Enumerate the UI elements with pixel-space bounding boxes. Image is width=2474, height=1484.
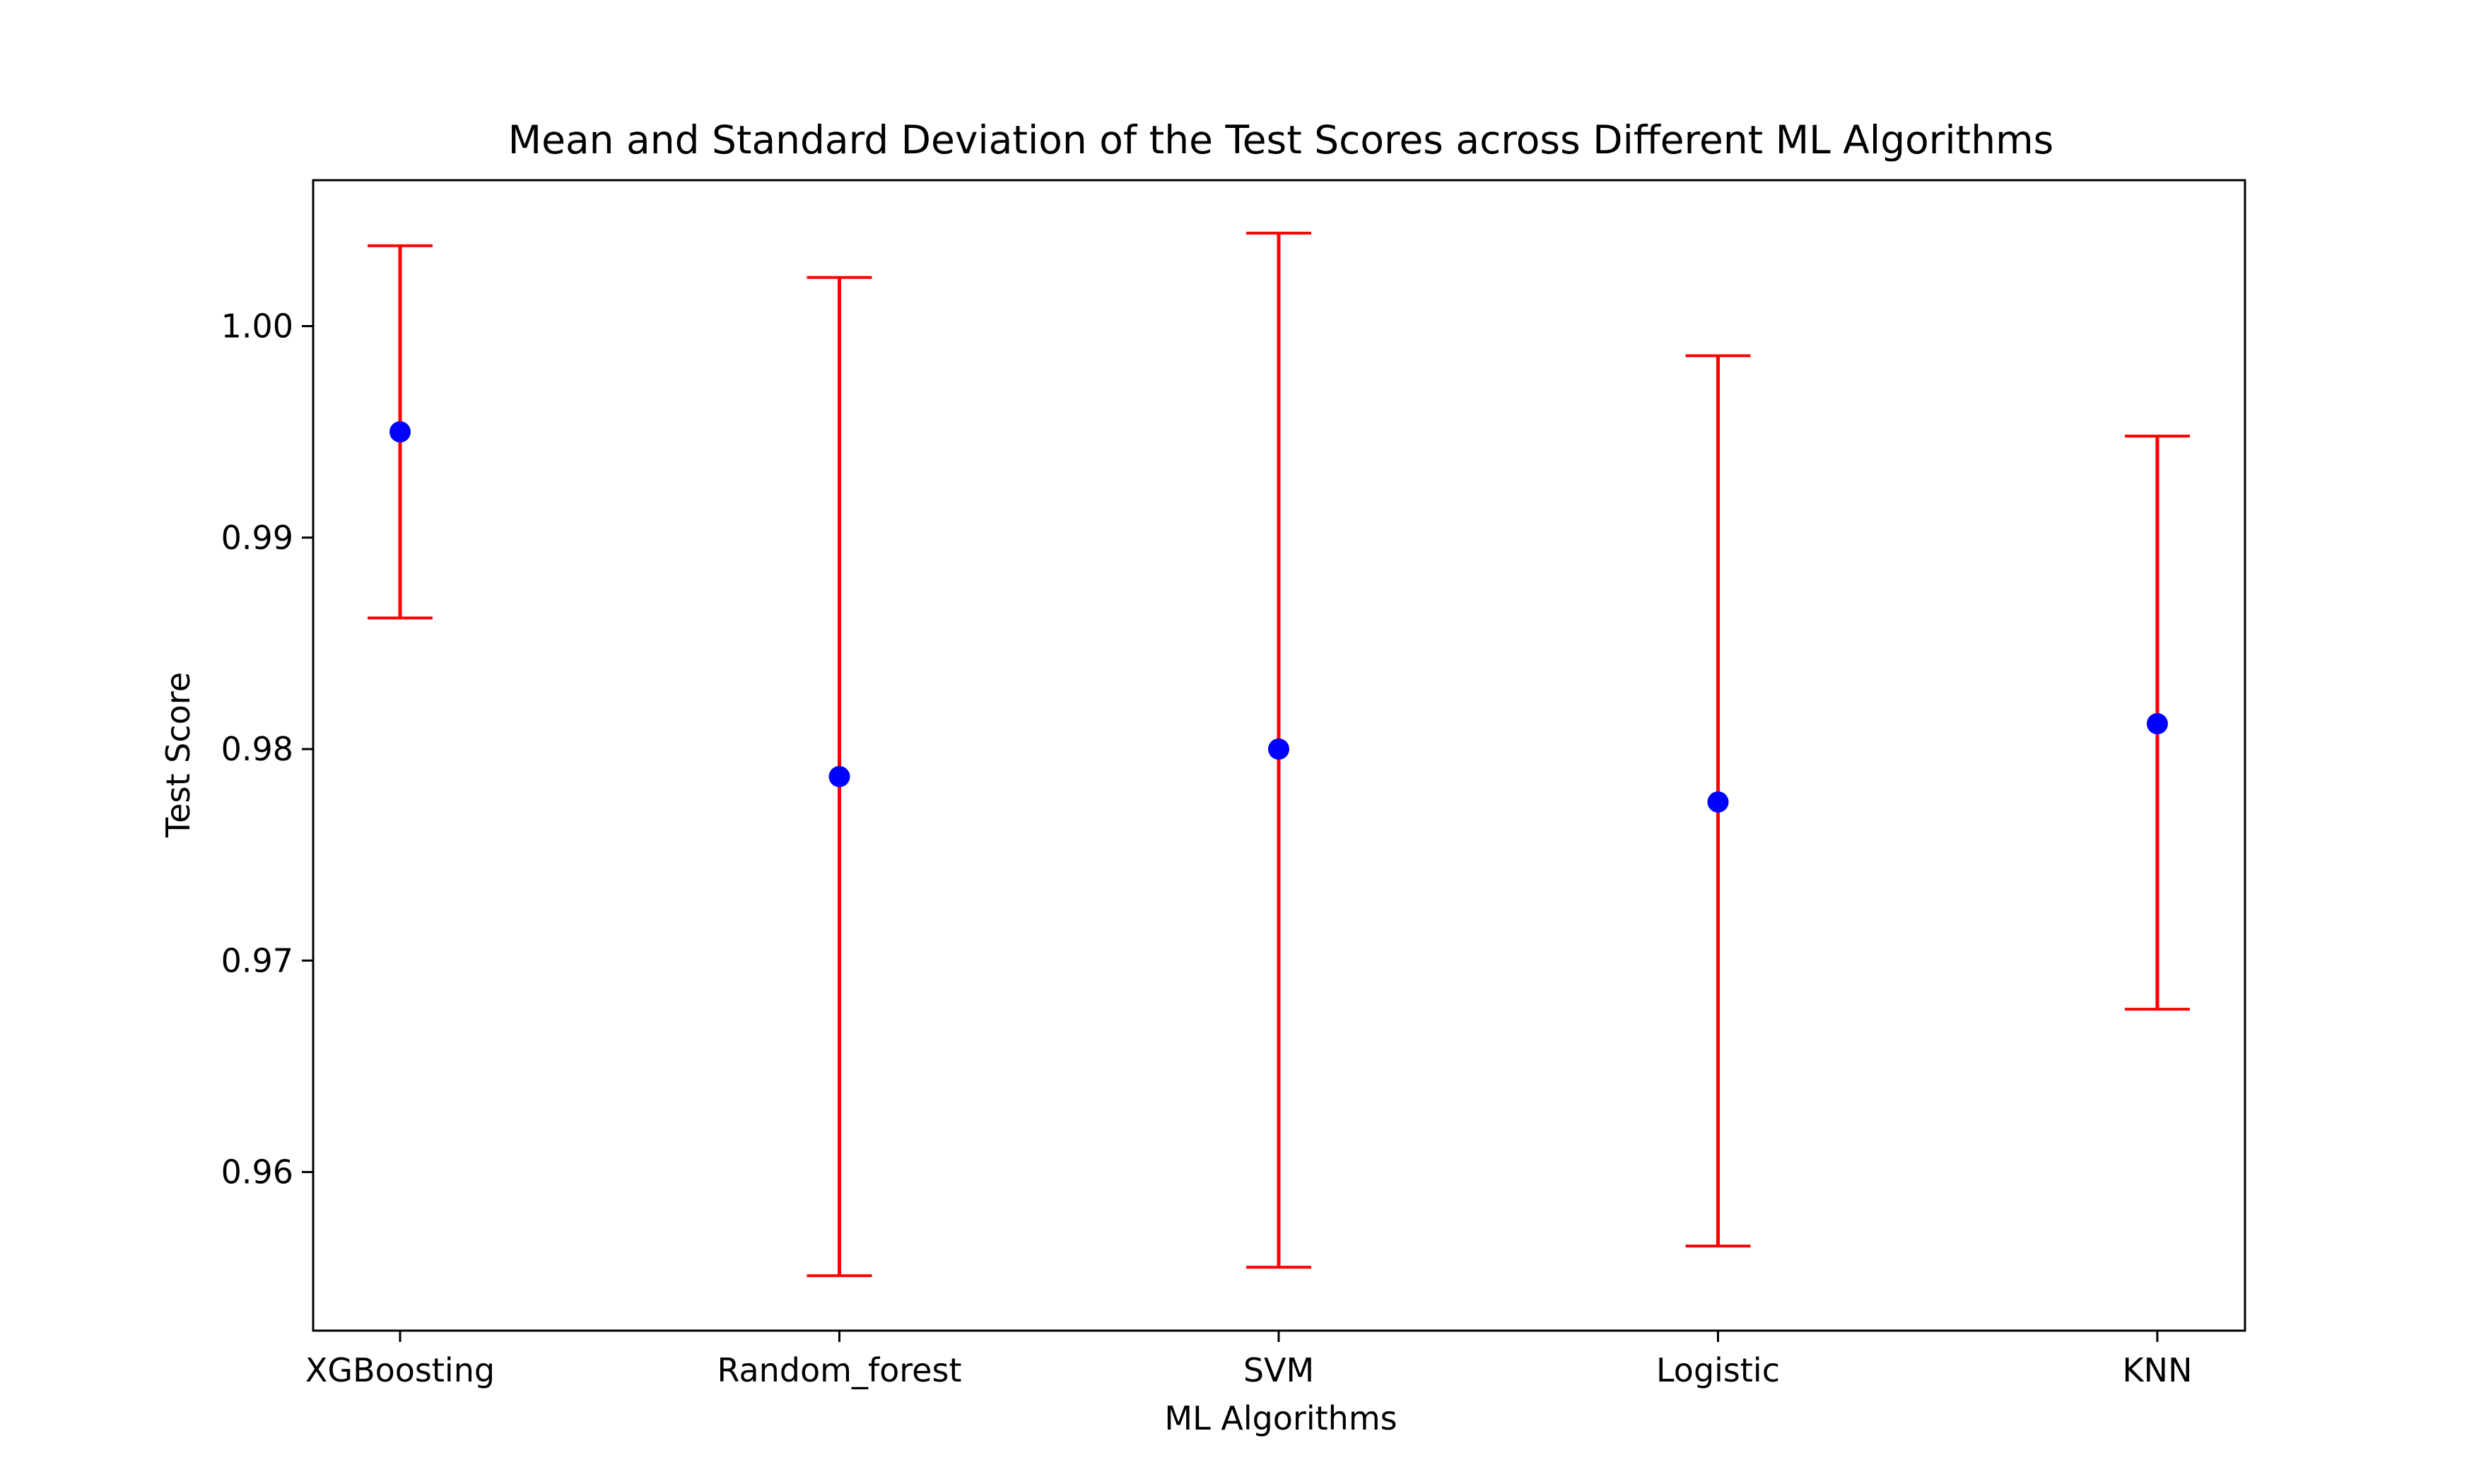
mean-point bbox=[1268, 738, 1289, 760]
mean-point bbox=[1707, 791, 1729, 813]
x-tick-label: KNN bbox=[2123, 1351, 2193, 1389]
x-tick-label: SVM bbox=[1243, 1351, 1314, 1389]
y-tick-label: 0.97 bbox=[221, 941, 293, 979]
x-axis-label: ML Algorithms bbox=[1164, 1399, 1397, 1437]
mean-point bbox=[828, 765, 850, 787]
y-tick-label: 0.99 bbox=[221, 519, 293, 557]
x-tick-label: Random_forest bbox=[717, 1351, 962, 1389]
mean-point bbox=[389, 421, 411, 443]
x-tick-label: Logistic bbox=[1656, 1351, 1780, 1389]
x-tick-label: XGBoosting bbox=[305, 1351, 495, 1389]
y-tick-label: 0.98 bbox=[221, 730, 293, 768]
y-axis-label: Test Score bbox=[159, 672, 197, 838]
y-tick-label: 1.00 bbox=[221, 307, 293, 345]
plot-area: 0.96 0.97 0.98 0.99 1.00 XGBoosting Random_for… bbox=[221, 179, 2246, 1389]
mean-point bbox=[2147, 713, 2168, 735]
y-tick-label: 0.96 bbox=[221, 1153, 293, 1191]
chart-title: Mean and Standard Deviation of the Test … bbox=[508, 117, 2054, 163]
